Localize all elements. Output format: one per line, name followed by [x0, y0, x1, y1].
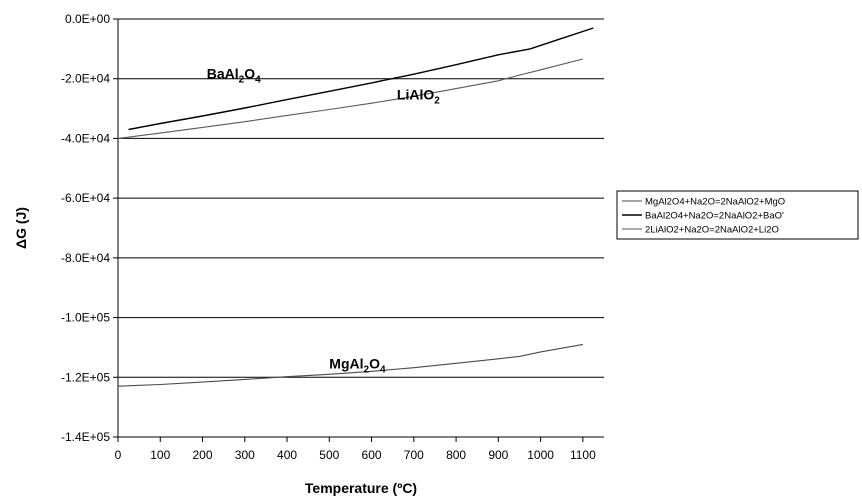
legend-label-0: MgAl2O4+Na2O=2NaAlO2+MgO — [645, 197, 785, 208]
y-tick-label: -1.0E+05 — [61, 311, 110, 325]
y-tick-label: -4.0E+04 — [61, 131, 110, 145]
x-tick-label: 700 — [404, 448, 424, 462]
y-tick-label: 0.0E+00 — [65, 12, 110, 26]
series-line-2 — [117, 58, 584, 139]
y-tick-label: -6.0E+04 — [61, 191, 110, 205]
x-tick-label: 500 — [319, 448, 339, 462]
annotation-layer: BaAl2O4 LiAlO2 MgAl2O4 — [207, 66, 441, 376]
x-tick-label: 300 — [235, 448, 255, 462]
x-tick-label: 400 — [277, 448, 297, 462]
series-line-1 — [128, 27, 594, 131]
axis-layer: 0.0E+00 -2.0E+04 -4.0E+04 -6.0E+04 -8.0E+04 -… — [61, 12, 604, 462]
legend: MgAl2O4+Na2O=2NaAlO2+MgO BaAl2O4+Na2O=2Na… — [616, 190, 859, 240]
x-tick-label: 800 — [446, 448, 466, 462]
x-axis-title: Temperature (ºC) — [305, 480, 417, 496]
grid-layer — [118, 18, 604, 378]
x-tick-label: 100 — [150, 448, 170, 462]
y-axis-title: ΔG (J) — [13, 207, 29, 249]
x-tick-label: 0 — [115, 448, 122, 462]
y-tick-label: -1.4E+05 — [61, 430, 110, 444]
x-tick-label: 900 — [488, 448, 508, 462]
annotation-MgAl2O4: MgAl2O4 — [329, 355, 386, 375]
y-tick-label: -1.2E+05 — [61, 370, 110, 384]
legend-label-1: BaAl2O4+Na2O=2NaAlO2+BaO' — [645, 211, 784, 222]
x-tick-label: 1000 — [527, 448, 554, 462]
y-tick-label: -2.0E+04 — [61, 72, 110, 86]
series-layer — [117, 27, 594, 387]
legend-label-2: 2LiAlO2+Na2O=2NaAlO2+Li2O — [645, 225, 779, 236]
x-tick-label: 200 — [193, 448, 213, 462]
legend-box — [616, 190, 859, 240]
x-tick-label: 1100 — [570, 448, 596, 462]
y-tick-label: -8.0E+04 — [61, 251, 110, 265]
series-line-0 — [117, 343, 583, 387]
annotation-LiAlO2: LiAlO2 — [397, 87, 440, 107]
x-tick-label: 600 — [362, 448, 382, 462]
annotation-BaAl2O4: BaAl2O4 — [207, 66, 261, 86]
